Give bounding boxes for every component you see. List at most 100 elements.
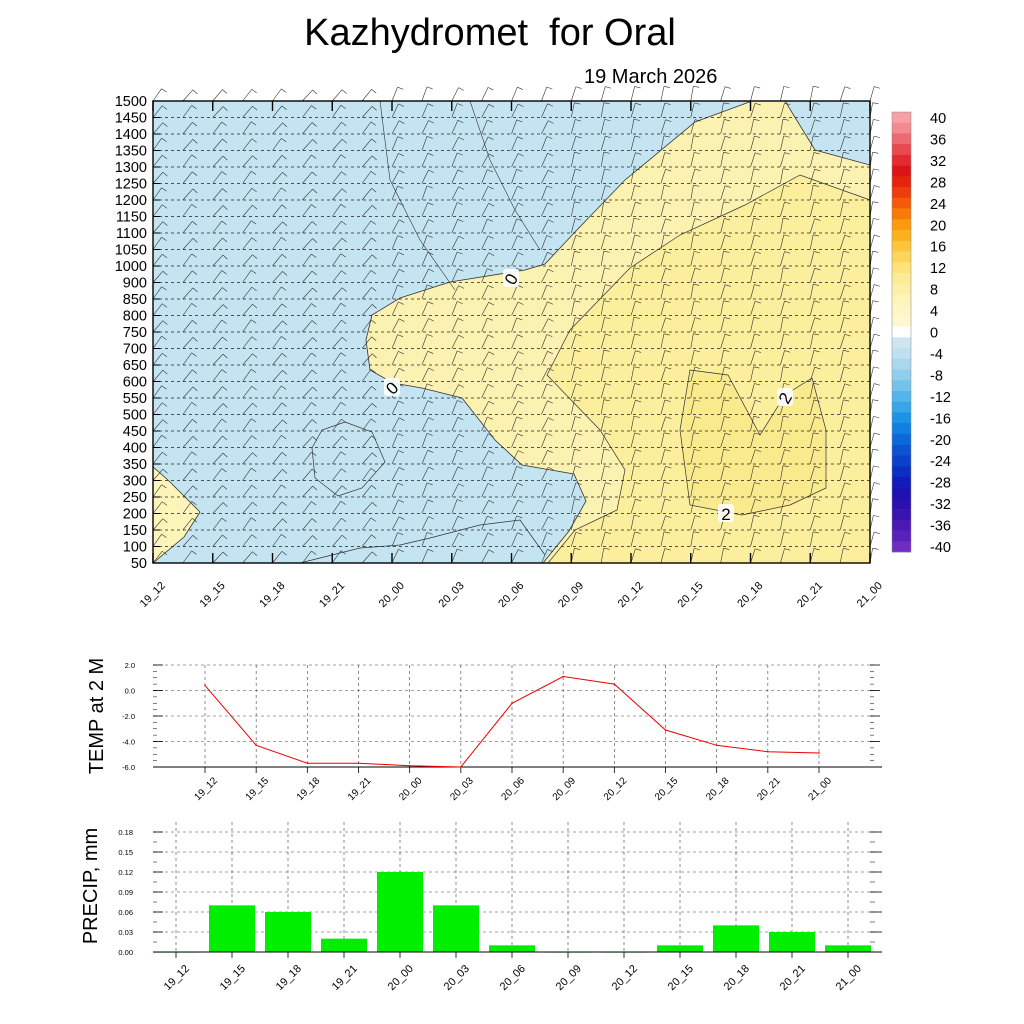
wind-barb — [451, 433, 459, 448]
wind-barb — [630, 333, 635, 349]
wind-barb-flag — [517, 185, 524, 189]
wind-barb — [630, 168, 635, 184]
wind-barb — [451, 466, 459, 481]
wind-barb-flag — [516, 268, 523, 271]
wind-barb-flag — [281, 501, 287, 506]
wind-barb — [809, 119, 815, 135]
wind-barb-flag — [457, 219, 464, 223]
wind-barb — [451, 285, 459, 300]
wind-barb — [839, 416, 845, 432]
colorbar-segment — [892, 240, 911, 252]
wind-barb-flag — [844, 185, 851, 188]
y-tick-label: 550 — [123, 391, 147, 407]
wind-barb — [242, 254, 253, 267]
wind-barb — [302, 270, 313, 283]
wind-barb-flag — [754, 86, 761, 89]
wind-barb — [451, 301, 458, 316]
wind-barb — [451, 417, 459, 432]
wind-barb-flag — [221, 369, 227, 374]
wind-barb — [541, 120, 549, 135]
wind-barb-flag — [192, 337, 198, 342]
wind-barb-flag — [724, 234, 731, 238]
wind-barb — [809, 548, 815, 564]
wind-barb-flag — [844, 333, 851, 337]
wind-barb — [451, 103, 458, 118]
wind-barb — [720, 86, 726, 102]
wind-barb — [391, 120, 400, 135]
colorbar-label: -32 — [930, 497, 951, 513]
wind-barb — [332, 501, 342, 514]
wind-barb-flag — [340, 302, 346, 307]
wind-barb-flag — [694, 465, 701, 469]
wind-barb-flag — [457, 268, 464, 272]
wind-barb — [750, 86, 755, 102]
wind-barb-flag — [487, 433, 494, 437]
wind-barb-flag — [281, 534, 287, 539]
wind-barb-flag — [782, 217, 789, 220]
wind-barb-flag — [872, 399, 879, 402]
wind-barb-flag — [844, 482, 851, 485]
contour-label: 2 — [721, 505, 730, 524]
wind-barb-flag — [428, 516, 434, 520]
precip-axis-title: PRECIP, mm — [80, 828, 102, 944]
wind-barb-flag — [426, 185, 433, 189]
wind-barb — [630, 350, 636, 366]
wind-barb-flag — [755, 102, 761, 106]
wind-barb — [421, 367, 429, 382]
x-tick-label: 20_00 — [377, 580, 407, 610]
wind-barb-flag — [605, 185, 612, 188]
colorbar-label: 4 — [930, 304, 938, 320]
wind-barb-flag — [874, 234, 880, 238]
wind-barb-flag — [694, 548, 701, 551]
wind-barb-flag — [872, 300, 879, 303]
wind-barb — [511, 433, 518, 448]
wind-barb-flag — [783, 185, 790, 188]
wind-barb-flag — [575, 317, 582, 320]
wind-barb-flag — [634, 383, 641, 386]
wind-barb — [391, 170, 400, 184]
wind-barb — [690, 515, 696, 531]
wind-barb — [391, 549, 399, 564]
wind-barb-flag — [663, 185, 670, 187]
wind-barb — [451, 384, 459, 399]
wind-barb-flag — [251, 385, 257, 391]
y-tick-label: 850 — [123, 292, 147, 308]
wind-barb-flag — [635, 350, 642, 353]
x-tick-label: 19_12 — [162, 963, 192, 993]
wind-barb — [600, 152, 605, 168]
wind-barb — [541, 103, 548, 118]
wind-barb — [511, 186, 518, 201]
wind-barb-flag — [783, 482, 790, 485]
y-tick-label: 1300 — [115, 160, 147, 176]
wind-barb — [272, 534, 282, 547]
wind-barb — [720, 251, 724, 267]
wind-barb — [630, 251, 636, 267]
wind-barb — [660, 350, 666, 366]
wind-barb — [421, 400, 429, 415]
y-tick-label: 700 — [123, 342, 147, 358]
wind-barb-flag — [251, 336, 257, 341]
wind-barb-flag — [281, 286, 287, 291]
wind-barb-flag — [252, 353, 258, 358]
wind-barb — [481, 302, 489, 316]
wind-barb — [332, 237, 343, 250]
wind-barb-flag — [784, 251, 791, 254]
wind-barb — [421, 103, 429, 118]
wind-barb — [361, 435, 372, 448]
wind-barb — [421, 482, 428, 498]
wind-barb — [361, 403, 373, 415]
wind-barb-flag — [371, 254, 377, 260]
wind-barb-flag — [723, 151, 730, 154]
wind-barb — [630, 531, 635, 547]
wind-barb-flag — [546, 235, 553, 238]
wind-barb — [272, 551, 283, 564]
wind-barb-flag — [843, 317, 850, 320]
wind-barb-flag — [754, 333, 761, 336]
wind-barb — [242, 484, 253, 498]
wind-barb-flag — [694, 201, 701, 204]
y-tick-label: 1000 — [115, 259, 147, 275]
wind-barb-flag — [457, 301, 463, 304]
wind-barb — [780, 432, 785, 448]
wind-barb — [152, 187, 162, 201]
wind-barb-flag — [574, 251, 581, 253]
